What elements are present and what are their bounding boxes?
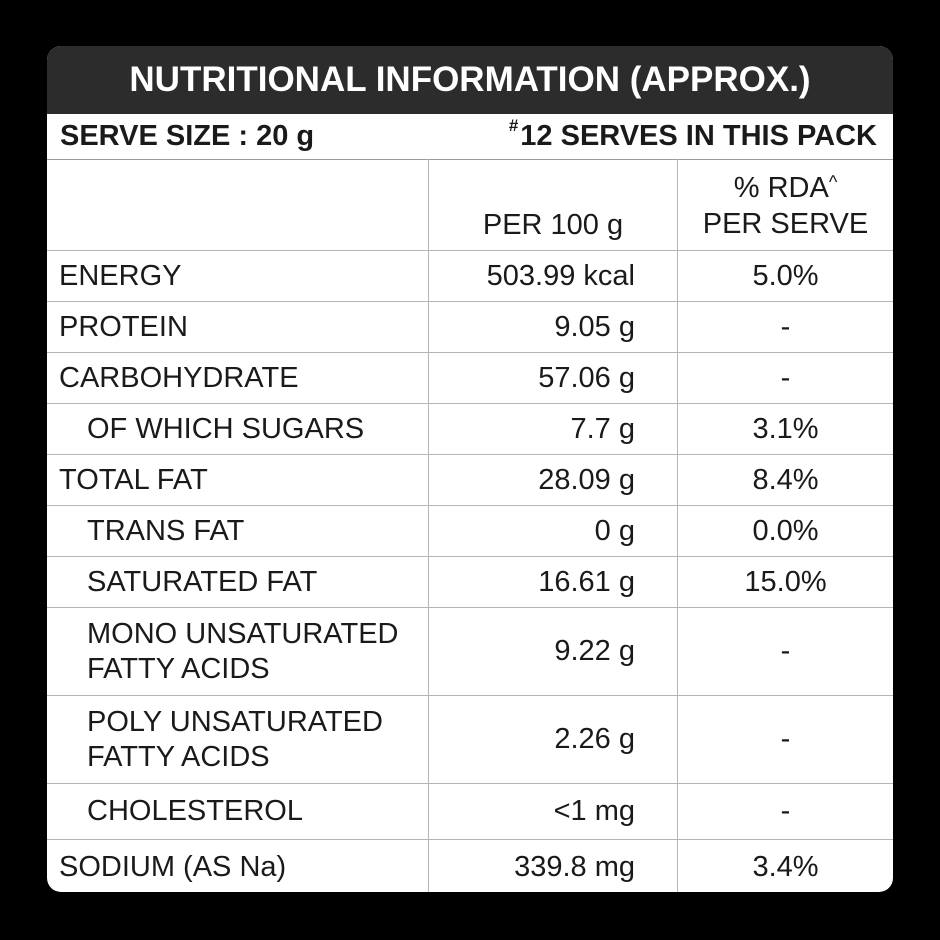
- row-rda: -: [780, 723, 791, 755]
- header-per100-text: PER 100 g: [482, 209, 624, 241]
- row-label: MONO UNSATURATED FATTY ACIDS: [47, 608, 429, 695]
- serve-info-row: SERVE SIZE : 20 g #12 SERVES IN THIS PAC…: [47, 114, 893, 160]
- table-row-cholesterol: CHOLESTEROL <1 mg -: [47, 784, 893, 840]
- row-per100: 0 g: [429, 506, 678, 556]
- row-label: TOTAL FAT: [47, 455, 429, 505]
- table-row-pufa: POLY UNSATURATED FATTY ACIDS 2.26 g -: [47, 696, 893, 784]
- table-row-carbohydrate: CARBOHYDRATE 57.06 g -: [47, 353, 893, 404]
- serves-pack-mark: #: [508, 116, 519, 135]
- row-per100: 9.22 g: [429, 608, 678, 695]
- header-rda-line1: % RDA^: [734, 170, 838, 206]
- row-label: SODIUM (AS Na): [47, 840, 429, 892]
- header-empty-cell: [47, 159, 429, 250]
- serve-size: SERVE SIZE : 20 g: [60, 120, 315, 152]
- row-label: OF WHICH SUGARS: [47, 404, 429, 454]
- row-label: CHOLESTEROL: [47, 784, 429, 839]
- row-label-line1: POLY UNSATURATED: [87, 705, 383, 738]
- table-title: NUTRITIONAL INFORMATION (APPROX.): [129, 60, 811, 99]
- serves-in-pack: #12 SERVES IN THIS PACK: [509, 116, 877, 153]
- nutrition-label: NUTRITIONAL INFORMATION (APPROX.) SERVE …: [47, 46, 893, 892]
- row-rda: 5.0%: [752, 259, 819, 292]
- row-rda: 3.1%: [752, 412, 819, 445]
- row-rda: 15.0%: [744, 565, 827, 598]
- column-header-row: PER 100 g % RDA^ PER SERVE: [47, 159, 893, 251]
- row-label-line1: MONO UNSATURATED: [87, 617, 399, 650]
- header-per100: PER 100 g: [429, 159, 678, 250]
- header-rda-mark: ^: [828, 172, 838, 192]
- row-per100: 7.7 g: [429, 404, 678, 454]
- row-label-lines: MONO UNSATURATED FATTY ACIDS: [87, 617, 398, 687]
- row-per100: 9.05 g: [429, 302, 678, 352]
- table-row-protein: PROTEIN 9.05 g -: [47, 302, 893, 353]
- row-label: PROTEIN: [47, 302, 429, 352]
- row-per100: <1 mg: [429, 784, 678, 839]
- row-per100: 16.61 g: [429, 557, 678, 607]
- table-row-trans-fat: TRANS FAT 0 g 0.0%: [47, 506, 893, 557]
- row-label-line2: FATTY ACIDS: [87, 740, 270, 773]
- nutrition-table: PER 100 g % RDA^ PER SERVE ENERGY 503.99…: [47, 159, 893, 892]
- row-rda: -: [780, 795, 791, 827]
- row-per100: 2.26 g: [429, 696, 678, 783]
- header-rda-text: % RDA: [733, 172, 829, 204]
- row-label-lines: POLY UNSATURATED FATTY ACIDS: [87, 705, 383, 775]
- table-row-total-fat: TOTAL FAT 28.09 g 8.4%: [47, 455, 893, 506]
- header-rda: % RDA^ PER SERVE: [678, 159, 893, 250]
- table-row-mufa: MONO UNSATURATED FATTY ACIDS 9.22 g -: [47, 608, 893, 696]
- row-rda: -: [780, 635, 791, 667]
- row-rda: 0.0%: [752, 514, 819, 547]
- table-row-sodium: SODIUM (AS Na) 339.8 mg 3.4%: [47, 840, 893, 892]
- row-rda: 3.4%: [752, 851, 819, 883]
- table-row-sugars: OF WHICH SUGARS 7.7 g 3.1%: [47, 404, 893, 455]
- row-per100: 503.99 kcal: [429, 251, 678, 301]
- header-rda-line2: PER SERVE: [702, 208, 869, 240]
- row-per100: 28.09 g: [429, 455, 678, 505]
- row-label: SATURATED FAT: [47, 557, 429, 607]
- row-label: CARBOHYDRATE: [47, 353, 429, 403]
- serves-pack-text: 12 SERVES IN THIS PACK: [520, 120, 877, 152]
- title-bar: NUTRITIONAL INFORMATION (APPROX.): [47, 46, 893, 114]
- row-label: POLY UNSATURATED FATTY ACIDS: [47, 696, 429, 783]
- row-per100: 339.8 mg: [429, 840, 678, 892]
- row-per100: 57.06 g: [429, 353, 678, 403]
- row-label: TRANS FAT: [47, 506, 429, 556]
- row-rda: -: [780, 361, 791, 394]
- table-row-energy: ENERGY 503.99 kcal 5.0%: [47, 251, 893, 302]
- table-row-saturated-fat: SATURATED FAT 16.61 g 15.0%: [47, 557, 893, 608]
- row-rda: 8.4%: [752, 463, 819, 496]
- row-rda: -: [780, 310, 791, 343]
- row-label-line2: FATTY ACIDS: [87, 652, 270, 685]
- row-label: ENERGY: [47, 251, 429, 301]
